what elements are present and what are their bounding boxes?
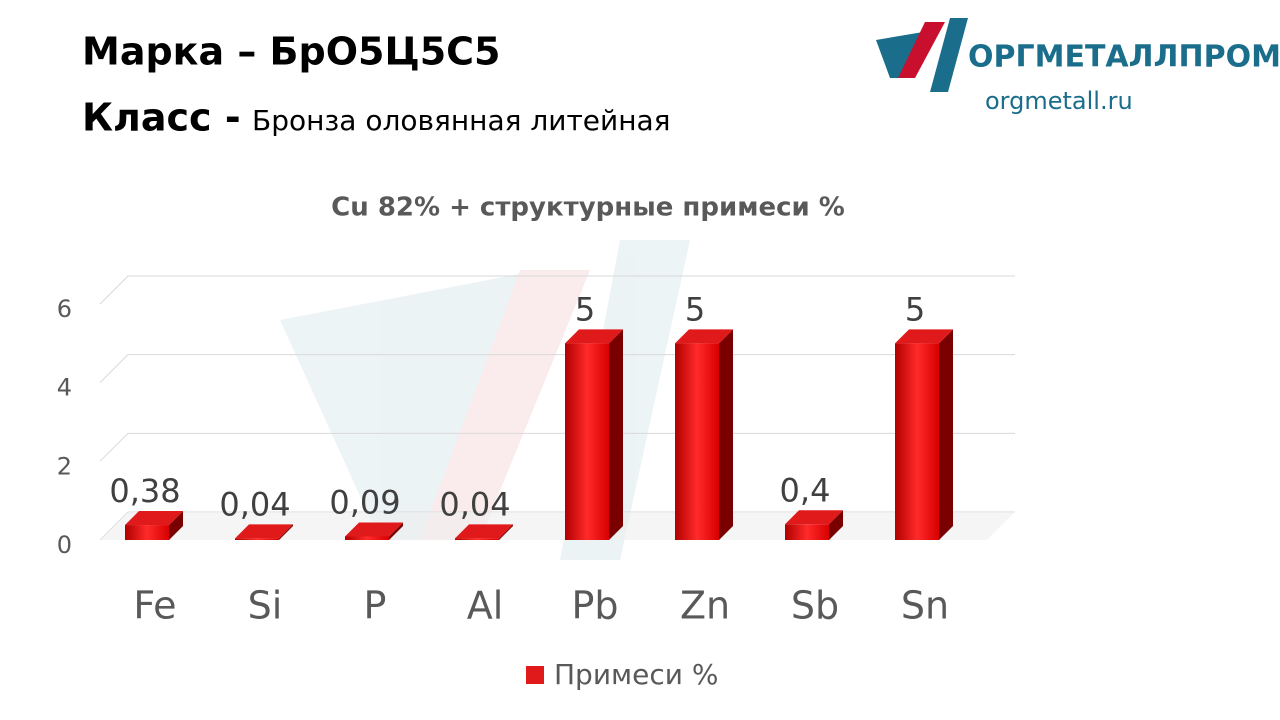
grid-line: [99, 354, 1015, 384]
bar-front: [565, 343, 609, 540]
grid-line: [99, 275, 1015, 305]
value-label: 0,4: [780, 471, 831, 509]
class-label: Класс -: [82, 96, 241, 140]
bar-top: [455, 524, 513, 539]
x-tick-label: Fe: [133, 584, 176, 628]
bar-side: [939, 329, 953, 540]
y-tick-label: 0: [57, 531, 72, 559]
logo-url: orgmetall.ru: [985, 87, 1133, 115]
bar-front: [345, 536, 389, 540]
y-tick-label: 4: [57, 374, 72, 402]
bar-side: [389, 522, 403, 540]
value-label: 5: [905, 290, 925, 328]
bar-top: [125, 511, 183, 526]
bar-top: [895, 329, 953, 344]
bar: [565, 329, 623, 540]
bar-front: [235, 538, 279, 540]
bar-side: [609, 329, 623, 540]
bar-side: [829, 510, 843, 540]
x-tick-label: Zn: [680, 584, 730, 628]
value-label: 0,04: [439, 485, 510, 523]
bar-front: [895, 343, 939, 540]
bar-front: [125, 525, 169, 540]
class-value: Бронза оловянная литейная: [252, 104, 671, 137]
legend-label: Примеси %: [554, 658, 718, 691]
bar-top: [565, 329, 623, 344]
bar: [125, 511, 183, 540]
x-tick-label: Si: [248, 584, 283, 628]
bar-top: [785, 510, 843, 525]
x-tick-label: Al: [467, 584, 504, 628]
bar-front: [675, 343, 719, 540]
bar-side: [169, 511, 183, 540]
bar-top: [345, 522, 403, 537]
legend-swatch: [526, 666, 544, 684]
grid-line: [99, 432, 1015, 462]
bar-side: [719, 329, 733, 540]
bar-top: [235, 524, 293, 539]
logo-name: ОРГМЕТАЛЛПРОМ: [968, 40, 1280, 75]
bar: [235, 524, 293, 540]
value-label: 5: [575, 290, 595, 328]
chart-title: Cu 82% + структурные примеси %: [331, 193, 845, 223]
y-tick-label: 2: [57, 452, 72, 480]
bar-front: [455, 538, 499, 540]
bar-front: [785, 524, 829, 540]
y-tick-label: 6: [57, 295, 72, 323]
value-label: 0,04: [219, 485, 290, 523]
title: Марка – БрО5Ц5С5: [82, 30, 500, 74]
x-tick-label: P: [364, 584, 387, 628]
bar: [675, 329, 733, 540]
value-label: 5: [685, 290, 705, 328]
bar-side: [279, 524, 293, 540]
bar: [455, 524, 513, 540]
bar: [345, 522, 403, 540]
x-tick-label: Sn: [901, 584, 949, 628]
x-tick-label: Sb: [791, 584, 839, 628]
value-label: 0,38: [109, 472, 180, 510]
x-tick-label: Pb: [571, 584, 618, 628]
value-label: 0,09: [329, 483, 400, 521]
bar-top: [675, 329, 733, 344]
bar-side: [499, 524, 513, 540]
bar: [785, 510, 843, 540]
bar: [895, 329, 953, 540]
logo-mark: [876, 18, 968, 92]
